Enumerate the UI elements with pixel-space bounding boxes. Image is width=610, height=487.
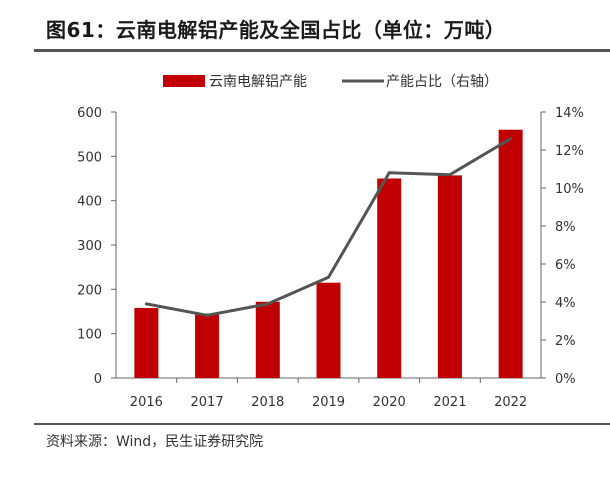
y-right-tick-label: 4%	[555, 296, 576, 311]
y-right-tick-label: 14%	[555, 106, 584, 121]
x-tick-label: 2019	[312, 395, 345, 410]
y-left-tick-label: 200	[77, 283, 102, 298]
y-right-tick-label: 8%	[555, 220, 576, 235]
share-point	[205, 313, 209, 317]
chart-title: 图61：云南电解铝产能及全国占比（单位：万吨）	[46, 18, 506, 42]
y-left-tick-label: 0	[94, 372, 102, 387]
y-left-tick-label: 100	[77, 328, 102, 343]
share-line	[144, 137, 513, 317]
bar	[195, 313, 220, 378]
y-left-tick-label: 400	[77, 195, 102, 210]
share-point	[266, 302, 270, 306]
x-tick-label: 2017	[191, 395, 224, 410]
y-right-tick-label: 12%	[555, 144, 584, 159]
share-point	[448, 173, 452, 177]
bar	[377, 178, 402, 378]
share-point	[387, 171, 391, 175]
top-divider	[34, 49, 610, 52]
legend-line-label: 产能占比（右轴）	[386, 74, 498, 90]
share-point	[509, 137, 513, 141]
tick-labels: 0 100 200 300 400 500 600 0% 2% 4% 6% 8% 10% 12% 14% 20…	[77, 106, 584, 410]
legend-bar-swatch	[163, 75, 205, 87]
y-left-tick-label: 500	[77, 150, 102, 165]
share-point	[144, 302, 148, 306]
x-tick-label: 2021	[433, 395, 466, 410]
bar	[255, 301, 280, 378]
legend-bar-label: 云南电解铝产能	[209, 74, 307, 90]
y-left-tick-label: 600	[77, 106, 102, 121]
bottom-divider	[34, 423, 610, 425]
x-tick-label: 2020	[373, 395, 406, 410]
y-left-tick-label: 300	[77, 239, 102, 254]
x-tick-label: 2018	[251, 395, 284, 410]
x-tick-label: 2016	[130, 395, 163, 410]
y-right-tick-label: 10%	[555, 182, 584, 197]
bar	[134, 307, 159, 378]
y-right-tick-label: 0%	[555, 372, 576, 387]
legend: 云南电解铝产能 产能占比（右轴）	[163, 74, 498, 90]
share-point	[327, 275, 330, 279]
bar	[498, 129, 523, 378]
y-right-tick-label: 2%	[555, 334, 576, 349]
y-right-tick-label: 6%	[555, 258, 576, 273]
source-note: 资料来源：Wind，民生证券研究院	[46, 434, 264, 450]
bar	[316, 282, 341, 378]
x-tick-label: 2022	[494, 395, 527, 410]
bar	[437, 175, 462, 378]
bars	[134, 129, 523, 378]
